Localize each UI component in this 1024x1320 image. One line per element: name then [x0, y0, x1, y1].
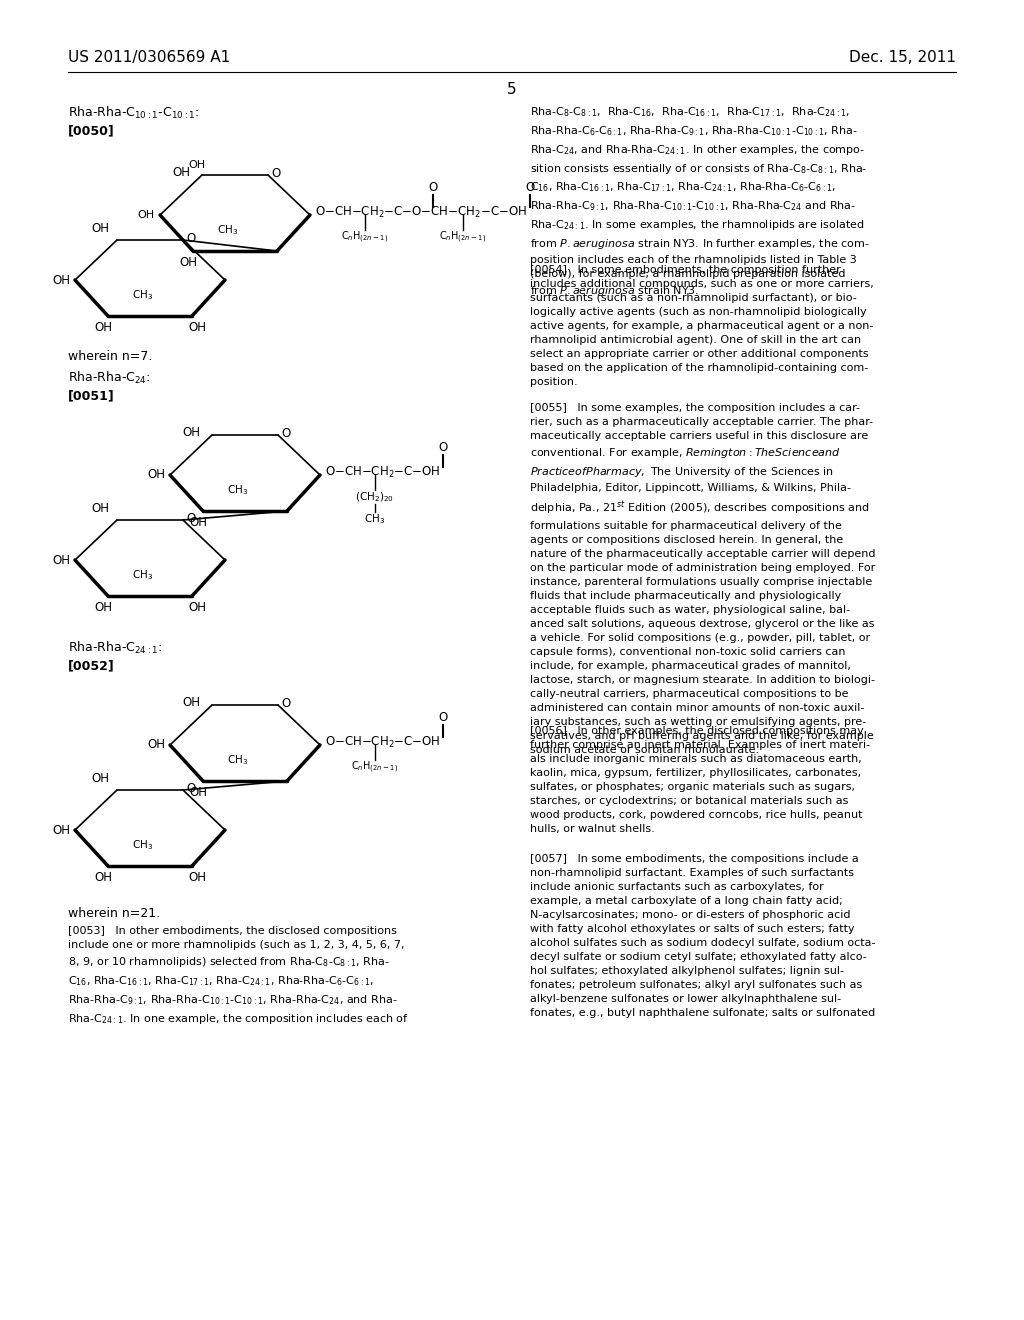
Text: OH: OH [179, 256, 197, 269]
Text: CH$_3$: CH$_3$ [132, 568, 154, 582]
Text: (CH$_2$)$_{20}$: (CH$_2$)$_{20}$ [355, 490, 394, 504]
Text: [0057]   In some embodiments, the compositions include a
non-rhamnolipid surfact: [0057] In some embodiments, the composit… [530, 854, 876, 1018]
Text: OH: OH [189, 785, 207, 799]
Text: OH: OH [52, 273, 70, 286]
Text: OH: OH [138, 210, 155, 220]
Text: O: O [438, 711, 447, 723]
Text: O$-$CH$-$CH$_2$$-$C$-$O$-$CH$-$CH$_2$$-$C$-$OH: O$-$CH$-$CH$_2$$-$C$-$O$-$CH$-$CH$_2$$-$… [315, 205, 527, 219]
Text: OH: OH [91, 772, 109, 785]
Text: CH$_3$: CH$_3$ [227, 483, 248, 496]
Text: O: O [186, 232, 196, 246]
Text: OH: OH [182, 425, 200, 438]
Text: OH: OH [94, 601, 112, 614]
Text: Rha-Rha-C$_{24:1}$:: Rha-Rha-C$_{24:1}$: [68, 640, 163, 656]
Text: [0052]: [0052] [68, 659, 115, 672]
Text: CH$_3$: CH$_3$ [132, 288, 154, 302]
Text: OH: OH [91, 222, 109, 235]
Text: OH: OH [189, 516, 207, 529]
Text: OH: OH [52, 553, 70, 566]
Text: CH$_3$: CH$_3$ [132, 838, 154, 851]
Text: O: O [186, 512, 196, 525]
Text: O: O [186, 781, 196, 795]
Text: C$_n$H$_{(2n-1)}$: C$_n$H$_{(2n-1)}$ [351, 760, 398, 775]
Text: US 2011/0306569 A1: US 2011/0306569 A1 [68, 50, 230, 65]
Text: OH: OH [94, 871, 112, 884]
Text: [0050]: [0050] [68, 124, 115, 137]
Text: OH: OH [91, 502, 109, 515]
Text: Dec. 15, 2011: Dec. 15, 2011 [849, 50, 956, 65]
Text: O: O [438, 441, 447, 454]
Text: [0053]   In other embodiments, the disclosed compositions
include one or more rh: [0053] In other embodiments, the disclos… [68, 927, 409, 1026]
Text: O$-$CH$-$CH$_2$$-$C$-$OH: O$-$CH$-$CH$_2$$-$C$-$OH [325, 734, 440, 750]
Text: [0056]   In other examples, the disclosed compositions may
further comprise an i: [0056] In other examples, the disclosed … [530, 726, 870, 834]
Text: OH: OH [188, 321, 206, 334]
Text: O: O [281, 697, 290, 710]
Text: OH: OH [188, 871, 206, 884]
Text: Rha-Rha-C$_{24}$:: Rha-Rha-C$_{24}$: [68, 370, 151, 385]
Text: wherein n=7.: wherein n=7. [68, 350, 153, 363]
Text: C$_n$H$_{(2n-1)}$: C$_n$H$_{(2n-1)}$ [341, 230, 388, 246]
Text: O: O [271, 168, 281, 180]
Text: O: O [428, 181, 437, 194]
Text: OH: OH [188, 160, 206, 170]
Text: Rha-Rha-C$_{10:1}$-C$_{10:1}$:: Rha-Rha-C$_{10:1}$-C$_{10:1}$: [68, 106, 200, 121]
Text: 5: 5 [507, 82, 517, 96]
Text: OH: OH [147, 469, 165, 482]
Text: OH: OH [147, 738, 165, 751]
Text: CH$_3$: CH$_3$ [217, 223, 239, 236]
Text: OH: OH [172, 165, 190, 178]
Text: wherein n=21.: wherein n=21. [68, 907, 160, 920]
Text: OH: OH [182, 696, 200, 709]
Text: [0051]: [0051] [68, 389, 115, 403]
Text: [0055]   In some examples, the composition includes a car-
rier, such as a pharm: [0055] In some examples, the composition… [530, 403, 876, 755]
Text: [0054]   In some embodiments, the composition further
includes additional compou: [0054] In some embodiments, the composit… [530, 265, 873, 387]
Text: OH: OH [188, 601, 206, 614]
Text: OH: OH [52, 824, 70, 837]
Text: CH$_3$: CH$_3$ [365, 512, 386, 525]
Text: C$_n$H$_{(2n-1)}$: C$_n$H$_{(2n-1)}$ [439, 230, 486, 246]
Text: O: O [281, 426, 290, 440]
Text: O$-$CH$-$CH$_2$$-$C$-$OH: O$-$CH$-$CH$_2$$-$C$-$OH [325, 465, 440, 479]
Text: CH$_3$: CH$_3$ [227, 752, 248, 767]
Text: O: O [525, 181, 535, 194]
Text: Rha-C$_8$-C$_{8:1}$,  Rha-C$_{16}$,  Rha-C$_{16:1}$,  Rha-C$_{17:1}$,  Rha-C$_{2: Rha-C$_8$-C$_{8:1}$, Rha-C$_{16}$, Rha-C… [530, 106, 869, 298]
Text: OH: OH [94, 321, 112, 334]
